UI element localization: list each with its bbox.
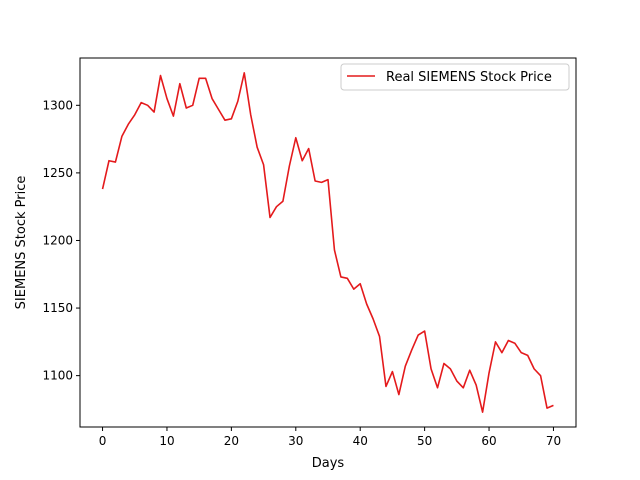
axes-frame xyxy=(79,57,577,428)
x-tick-label: 40 xyxy=(353,434,368,448)
x-tick-label: 70 xyxy=(546,434,561,448)
x-tick-label: 30 xyxy=(288,434,303,448)
x-tick-label: 60 xyxy=(481,434,496,448)
series-layer xyxy=(101,72,554,413)
y-tick-label: 1200 xyxy=(42,233,73,247)
y-axis-label: SIEMENS Stock Price xyxy=(14,176,29,310)
legend: Real SIEMENS Stock Price xyxy=(340,63,570,91)
y-tick-label: 1300 xyxy=(42,98,73,112)
legend-label: Real SIEMENS Stock Price xyxy=(386,70,552,85)
y-tick-label: 1100 xyxy=(42,369,73,383)
x-tick-label: 20 xyxy=(224,434,239,448)
x-tick-label: 50 xyxy=(417,434,432,448)
x-axis-label: Days xyxy=(312,456,345,471)
y-tick-label: 1250 xyxy=(42,166,73,180)
x-tick-label: 0 xyxy=(99,434,107,448)
legend-box xyxy=(340,63,570,91)
x-tick-label: 10 xyxy=(159,434,174,448)
y-tick-label: 1150 xyxy=(42,301,73,315)
y-axis: 1100 1150 1200 1250 1300 xyxy=(42,98,80,383)
series-line xyxy=(101,72,554,413)
x-axis: 0 10 20 30 40 50 60 70 xyxy=(99,427,561,448)
